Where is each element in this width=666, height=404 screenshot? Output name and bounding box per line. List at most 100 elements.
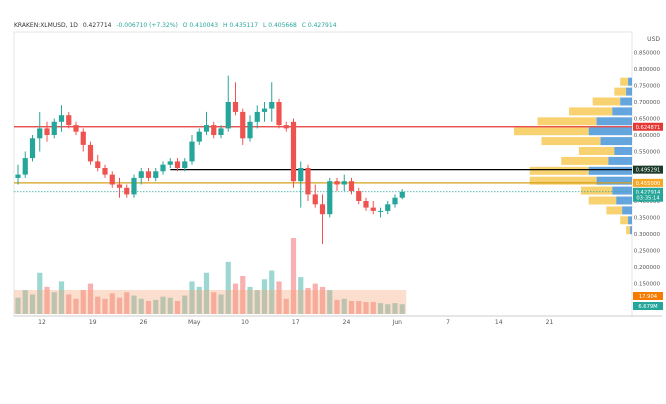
volume-bar [254, 290, 260, 314]
last-price: 0.427714 [82, 22, 112, 29]
candle-body [377, 210, 384, 212]
candle-body [385, 204, 391, 211]
volume-bar [327, 290, 333, 314]
candlestick-chart[interactable]: 0.850000 0.800000 0.750000 0.700000 0.650000… [0, 0, 666, 330]
candle-body [276, 102, 282, 126]
candle-body [203, 125, 210, 132]
volume-bar [261, 279, 268, 314]
y-tick-label: 0.600000 [634, 133, 661, 139]
volume-profile-bar-sell [514, 127, 589, 136]
volume-bar [240, 276, 246, 314]
volume-profile-bar-buy [596, 117, 632, 126]
volume-bar [290, 238, 297, 314]
volume-profile-bar-buy [614, 147, 632, 155]
volume-bar [392, 303, 398, 314]
volume-label-text: 6.679M [638, 304, 657, 310]
price-label-text: 0.427914 [636, 190, 661, 196]
y-tick-label: 0.200000 [634, 265, 661, 271]
price-label-tag [633, 178, 663, 187]
volume-bar [37, 272, 43, 314]
volume-label-text: 17.904 [639, 294, 658, 300]
volume-bar [356, 300, 362, 314]
x-tick-label: 7 [446, 319, 450, 326]
volume-bar [124, 292, 130, 314]
volume-bar [109, 293, 115, 314]
candle-body [225, 102, 231, 129]
volume-profile-bar-sell [541, 137, 601, 146]
volume-bar [399, 304, 405, 314]
candle-body [15, 174, 21, 178]
volume-bar [385, 304, 391, 314]
ohlc-close: C 0.427914 [301, 22, 337, 29]
candle-body [240, 111, 246, 139]
candle-body [51, 121, 57, 135]
volume-bar [153, 299, 159, 314]
y-tick-label: 0.250000 [634, 249, 661, 255]
ohlc-open: O 0.410043 [182, 22, 219, 29]
candle-body [290, 121, 297, 182]
volume-ma-band [14, 290, 407, 314]
volume-bar [203, 272, 210, 314]
volume-bar [160, 296, 166, 314]
candle-body [124, 187, 130, 195]
price-label-tag [633, 165, 663, 174]
volume-bar [211, 292, 217, 314]
symbol-label[interactable]: KRAKEN:XLMUSD, 1D [14, 22, 78, 29]
volume-bar [283, 298, 289, 314]
volume-profile-bar-sell [561, 156, 609, 165]
volume-bar [334, 299, 340, 314]
volume-bar [298, 277, 304, 314]
volume-bar [95, 296, 101, 314]
volume-profile-bar-sell [578, 147, 615, 155]
volume-profile-bar-buy [588, 166, 632, 175]
price-label-tag [633, 193, 663, 202]
symbol-header: KRAKEN:XLMUSD, 1D 0.427714 -0.006710 (+7… [14, 22, 340, 29]
candle-body [102, 168, 108, 175]
volume-profile-bar-buy [616, 196, 632, 205]
candle-body [182, 161, 188, 168]
y-tick-label: 0.750000 [634, 84, 661, 90]
candle-body [22, 158, 28, 175]
candle-body [211, 125, 217, 135]
candle-body [44, 128, 50, 135]
volume-bar [341, 298, 347, 314]
price-label-text: 0.495291 [636, 168, 661, 174]
volume-profile-bar-sell [620, 216, 629, 225]
volume-bar [276, 281, 282, 314]
volume-bar [348, 300, 355, 314]
volume-bar [22, 290, 28, 314]
candle-body [305, 168, 311, 195]
volume-profile-bar-sell [606, 206, 623, 215]
volume-bar [305, 287, 311, 314]
volume-bar [167, 297, 173, 314]
candle-body [399, 191, 405, 198]
volume-bar [370, 302, 376, 314]
candle-body [87, 144, 94, 162]
candle-body [269, 102, 275, 109]
volume-profile-bar-buy [600, 137, 632, 146]
candle-body [95, 161, 101, 168]
candle-body [66, 115, 72, 126]
candle-body [363, 201, 369, 208]
x-tick-label: 19 [89, 319, 97, 326]
x-tick-label: 21 [546, 319, 554, 326]
volume-profile-bar-buy [612, 186, 632, 195]
volume-bar [145, 300, 152, 314]
volume-bar [44, 286, 50, 314]
volume-profile-bar-buy [628, 216, 632, 225]
volume-bar [131, 295, 137, 314]
volume-bar [174, 300, 181, 314]
volume-bar [15, 297, 21, 314]
volume-label-tag [633, 302, 663, 310]
volume-profile-bar-buy [596, 176, 632, 185]
volume-profile-bar-buy [612, 107, 632, 116]
candle-body [298, 168, 304, 182]
volume-bar [138, 298, 144, 314]
candle-body [153, 171, 159, 178]
volume-bar [225, 261, 231, 314]
candle-body [174, 161, 181, 168]
volume-profile-bar-sell [529, 166, 589, 175]
volume-bar [218, 294, 224, 314]
price-label-text: 03:35:14 [636, 196, 660, 202]
volume-bar [87, 283, 94, 314]
